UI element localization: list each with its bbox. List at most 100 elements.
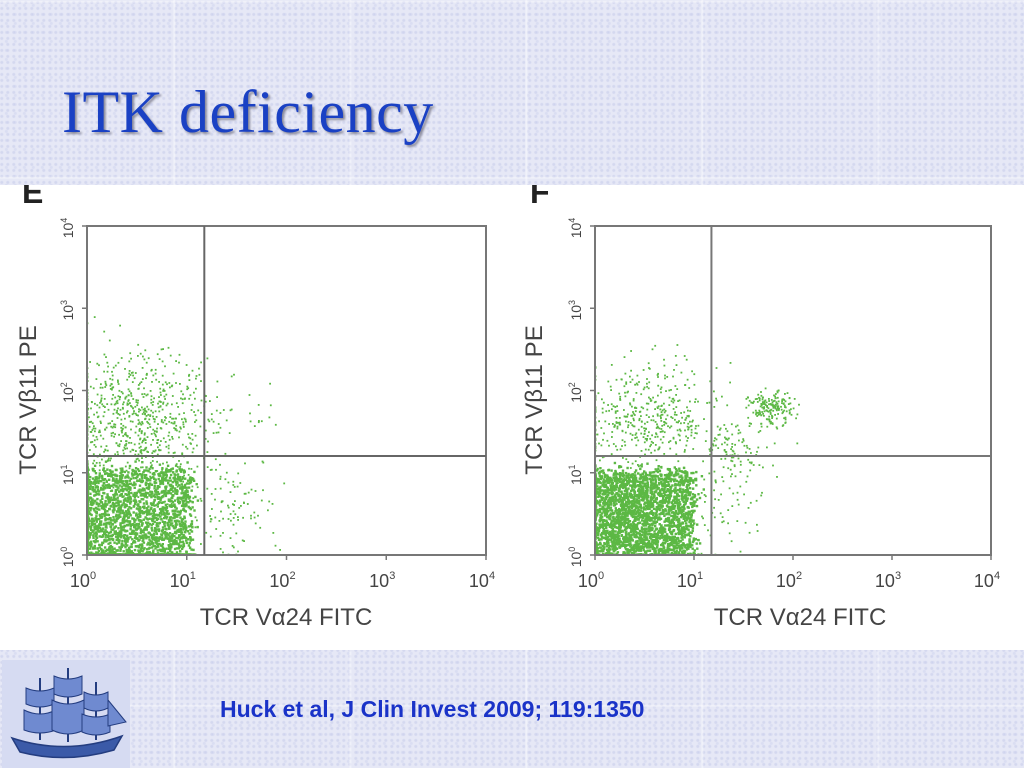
event-point [155, 516, 158, 519]
event-point [168, 545, 172, 549]
event-point [92, 462, 94, 465]
event-point [113, 532, 116, 535]
event-point [687, 543, 690, 546]
event-point [147, 531, 150, 535]
event-point [158, 521, 161, 525]
event-point [94, 506, 98, 510]
event-point [90, 504, 93, 507]
event-point [134, 467, 138, 470]
event-point [641, 497, 644, 500]
event-point [113, 508, 116, 512]
event-point [128, 482, 131, 485]
event-point [182, 393, 184, 396]
event-point [625, 517, 628, 520]
event-point [616, 526, 619, 529]
event-point [157, 423, 159, 425]
event-point [219, 534, 222, 537]
y-tick-label: 100 [567, 547, 584, 568]
event-point [681, 491, 684, 494]
event-point [687, 532, 690, 536]
event-point [172, 471, 175, 474]
event-point [115, 401, 118, 403]
event-point [165, 393, 168, 396]
event-point [162, 388, 165, 391]
event-point [687, 510, 690, 513]
event-point [667, 518, 671, 522]
event-point [89, 485, 92, 488]
event-point [257, 404, 260, 406]
event-point [154, 470, 158, 473]
event-point [162, 437, 165, 440]
event-point [660, 493, 663, 496]
event-point [93, 494, 96, 497]
event-point [143, 528, 146, 531]
event-point [160, 348, 163, 351]
event-point [215, 528, 218, 530]
event-point [150, 493, 153, 496]
event-point [207, 440, 209, 443]
event-point [688, 541, 692, 544]
event-point [232, 517, 235, 519]
event-point [137, 414, 139, 417]
event-point [156, 552, 160, 555]
event-point [121, 495, 124, 498]
event-point [112, 412, 115, 415]
y-tick-label: 101 [567, 464, 584, 485]
event-point [145, 525, 148, 529]
event-point [684, 489, 687, 492]
event-point [159, 387, 162, 390]
event-point [601, 493, 604, 496]
event-point [623, 498, 626, 501]
event-point [124, 483, 127, 486]
event-point [151, 404, 154, 406]
event-point [176, 466, 179, 468]
event-point [132, 511, 135, 514]
event-point [111, 498, 114, 502]
event-point [117, 486, 120, 489]
event-point [160, 479, 163, 482]
event-point [700, 475, 704, 478]
event-point [167, 470, 170, 473]
event-point [156, 497, 160, 500]
event-point [100, 399, 103, 402]
event-point [90, 513, 93, 517]
event-point [136, 468, 140, 471]
event-point [182, 421, 185, 424]
event-point [176, 515, 179, 518]
event-point [104, 449, 107, 452]
event-point [175, 542, 178, 546]
event-point [654, 468, 657, 471]
event-point [100, 400, 102, 403]
event-point [90, 551, 93, 554]
event-point [662, 538, 666, 542]
event-point [110, 432, 113, 435]
event-point [139, 528, 142, 531]
event-point [130, 395, 133, 397]
event-point [119, 547, 122, 551]
event-point [137, 384, 140, 386]
event-point [89, 361, 91, 363]
event-point [662, 485, 665, 488]
event-point [95, 475, 98, 479]
event-point [139, 549, 142, 552]
event-point [91, 547, 95, 550]
event-point [145, 415, 148, 417]
event-point [90, 517, 94, 520]
event-point [128, 370, 131, 372]
event-point [143, 433, 146, 436]
event-point [172, 526, 176, 529]
event-point [108, 474, 111, 477]
event-point [168, 538, 171, 541]
event-point [100, 495, 104, 498]
event-point [115, 474, 118, 477]
event-point [138, 469, 141, 473]
event-point [183, 535, 186, 538]
event-point [235, 532, 238, 535]
event-point [179, 550, 182, 553]
event-point [179, 383, 181, 385]
event-point [149, 533, 153, 536]
event-point [137, 434, 140, 437]
event-point [110, 496, 113, 499]
event-point [170, 468, 173, 471]
event-point [104, 460, 108, 463]
